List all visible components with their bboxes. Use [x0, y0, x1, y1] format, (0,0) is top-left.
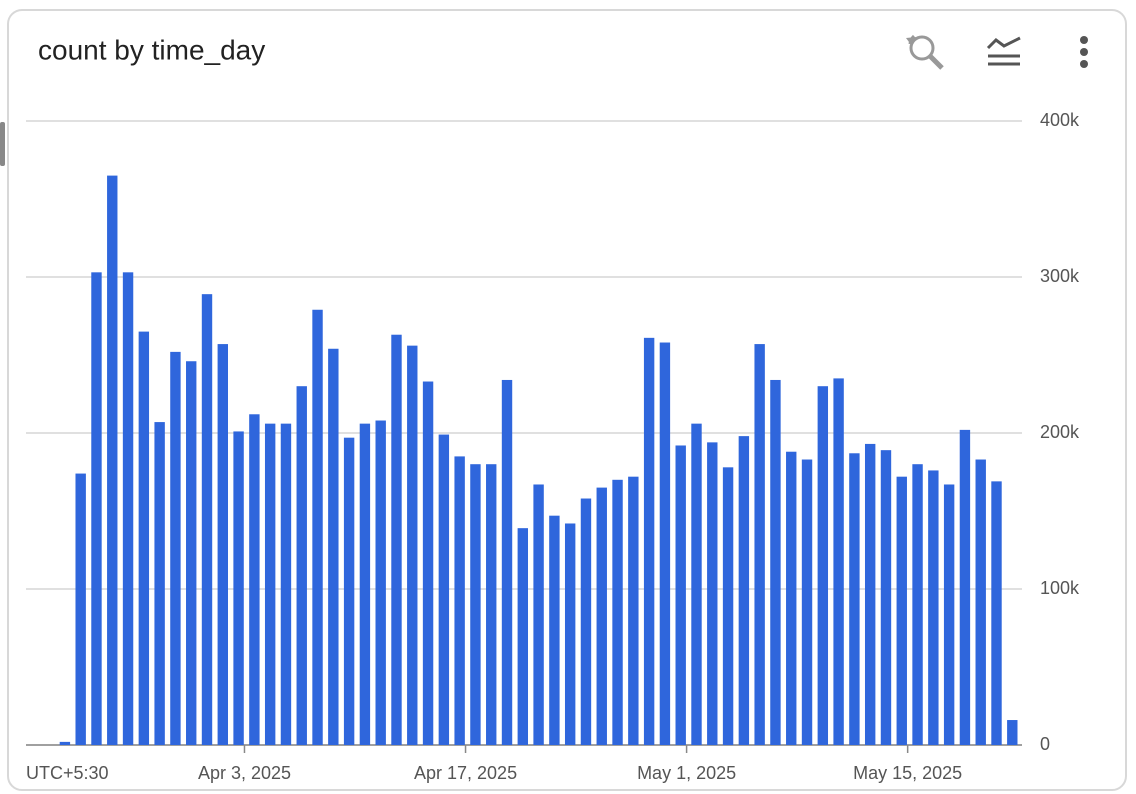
y-tick-label: 0	[1040, 734, 1050, 754]
chart-title: count by time_day	[38, 34, 265, 65]
resize-handle[interactable]	[0, 122, 5, 166]
bar	[564, 523, 576, 745]
bar	[75, 473, 86, 745]
timezone-label: UTC+5:30	[26, 763, 109, 783]
bar	[343, 437, 355, 745]
bar	[233, 431, 244, 745]
bar	[549, 515, 560, 745]
bar	[154, 422, 165, 745]
bar	[486, 464, 497, 745]
bar	[991, 481, 1002, 745]
bar	[249, 414, 260, 745]
bar	[675, 445, 686, 745]
bar	[501, 379, 513, 745]
bar	[407, 345, 418, 745]
bar	[170, 351, 181, 745]
bar	[264, 423, 276, 745]
bar	[943, 484, 955, 745]
y-tick-label: 400k	[1040, 110, 1080, 130]
y-tick-label: 200k	[1040, 422, 1080, 442]
bar	[770, 379, 781, 745]
bar	[833, 378, 844, 745]
bar	[217, 344, 228, 745]
bar	[786, 451, 797, 745]
bar	[296, 386, 307, 745]
bar	[280, 423, 292, 745]
bar	[754, 344, 765, 745]
bar	[707, 442, 718, 745]
bar	[454, 456, 465, 745]
y-tick-label: 300k	[1040, 266, 1080, 286]
bar	[533, 484, 544, 745]
bar	[201, 294, 213, 745]
bar	[928, 470, 939, 745]
bar	[438, 434, 450, 745]
bar	[107, 175, 118, 746]
bar	[517, 528, 529, 745]
bar	[849, 453, 860, 745]
bar	[912, 464, 923, 745]
bar	[59, 741, 71, 745]
x-tick-label: May 1, 2025	[637, 763, 736, 783]
bar	[186, 361, 197, 745]
bar	[801, 459, 813, 745]
bar	[880, 450, 892, 745]
legend-icon[interactable]	[986, 36, 1021, 66]
x-tick-label: May 15, 2025	[853, 763, 962, 783]
bar	[1007, 720, 1018, 745]
y-tick-label: 100k	[1040, 578, 1080, 598]
bar	[975, 459, 986, 745]
zoom-reset-icon[interactable]	[906, 34, 944, 70]
bar	[375, 420, 386, 745]
bar	[691, 423, 702, 745]
more-menu-icon[interactable]	[1080, 36, 1088, 68]
bar	[312, 309, 323, 745]
x-tick-label: Apr 3, 2025	[198, 763, 291, 783]
bar	[470, 464, 481, 745]
bar	[628, 476, 639, 745]
bar	[659, 342, 671, 745]
x-tick-label: Apr 17, 2025	[414, 763, 517, 783]
bar	[722, 467, 734, 745]
bar	[138, 331, 150, 745]
bar	[612, 479, 623, 745]
bar	[596, 487, 607, 745]
bar	[864, 443, 876, 745]
bar	[738, 436, 750, 745]
bar	[896, 476, 907, 745]
bar	[422, 381, 434, 745]
bar	[643, 337, 655, 745]
bar	[122, 272, 134, 745]
bar	[580, 498, 592, 745]
bar	[359, 423, 371, 745]
bar	[328, 348, 339, 745]
bar	[959, 429, 971, 745]
bar	[91, 272, 102, 745]
bar	[817, 386, 829, 745]
bar	[391, 334, 402, 745]
